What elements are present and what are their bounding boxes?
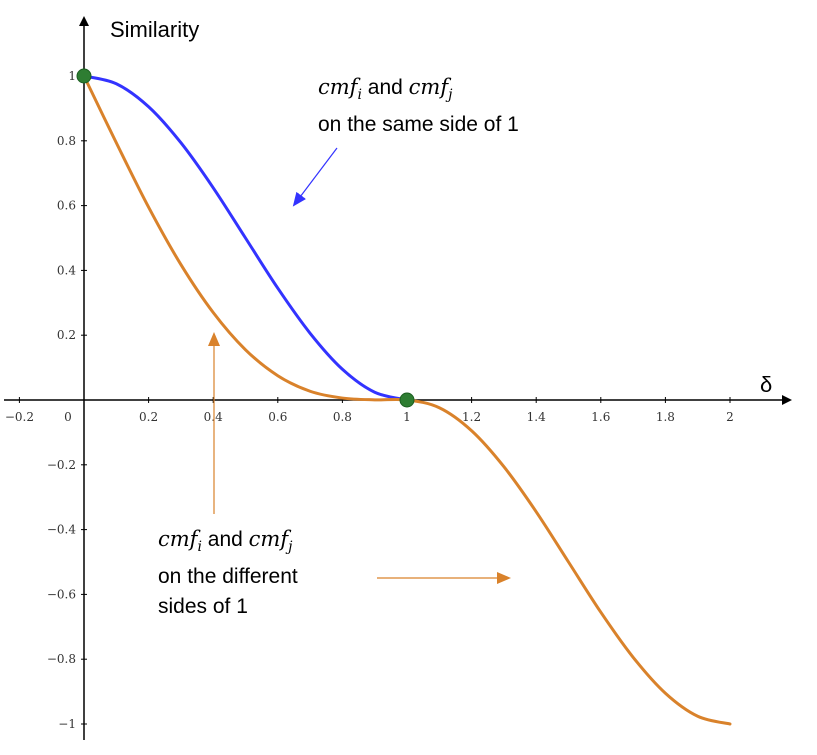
x-tick-label: 1.4 (527, 410, 546, 424)
blue-annotation-arrow (292, 147, 338, 207)
y-tick-label: 1 (68, 69, 76, 83)
x-axis-title: δ (760, 372, 772, 397)
y-tick-label: −0.4 (47, 523, 77, 537)
cmf-j-label: cmfj (248, 527, 293, 556)
marker-layer (76, 68, 415, 408)
x-tick-label: 0.6 (268, 410, 287, 424)
x-tick-label: 0.8 (333, 410, 352, 424)
same-side-annotation-line1: cmfi and cmfj (318, 75, 453, 104)
x-tick-label: 0.4 (204, 410, 223, 424)
x-tick-label: 0 (64, 410, 72, 424)
same-side-annotation-line2: on the same side of 1 (318, 113, 519, 137)
different-sides-annotation: cmfi and cmfj on the different sides of … (158, 524, 298, 622)
intersection-point (76, 68, 92, 84)
x-tick-label: 2 (726, 410, 734, 424)
y-tick-label: 0.2 (57, 328, 76, 342)
different-sides-annotation-line2: on the different (158, 565, 298, 589)
different-sides-annotation-line1: cmfi and cmfj (158, 527, 293, 556)
cmf-j-label: cmfj (408, 75, 453, 104)
x-tick-label: 1.8 (656, 410, 675, 424)
y-tick-label: −0.2 (47, 458, 76, 472)
y-ticks: 1 0.8 0.6 0.4 0.2 −0.2 −0.4 −0.6 −0.8 −1 (47, 69, 87, 731)
x-tick-label: 1 (403, 410, 411, 424)
y-tick-label: −1 (58, 717, 76, 731)
y-tick-label: 0.6 (57, 199, 76, 213)
cmf-i-label: cmfi (158, 527, 202, 556)
y-tick-label: 0.4 (57, 263, 76, 277)
intersection-point (399, 392, 415, 408)
cmf-i-label: cmfi (318, 75, 362, 104)
series-line-1 (82, 74, 409, 402)
different-sides-annotation-line3: sides of 1 (158, 595, 248, 619)
y-tick-label: −0.8 (47, 652, 76, 666)
x-tick-label: 0.2 (139, 410, 158, 424)
y-tick-label: 0.8 (57, 134, 76, 148)
y-axis-title: Similarity (110, 17, 199, 42)
y-tick-label: −0.6 (47, 587, 76, 601)
x-tick-label: 1.2 (462, 410, 481, 424)
same-side-annotation: cmfi and cmfj on the same side of 1 (318, 72, 519, 140)
x-tick-label: 1.6 (591, 410, 610, 424)
x-ticks: −0.2 0 0.2 0.4 0.6 0.8 1 1.2 1.4 1.6 1.8 2 (5, 397, 734, 424)
x-tick-label: −0.2 (5, 410, 34, 424)
